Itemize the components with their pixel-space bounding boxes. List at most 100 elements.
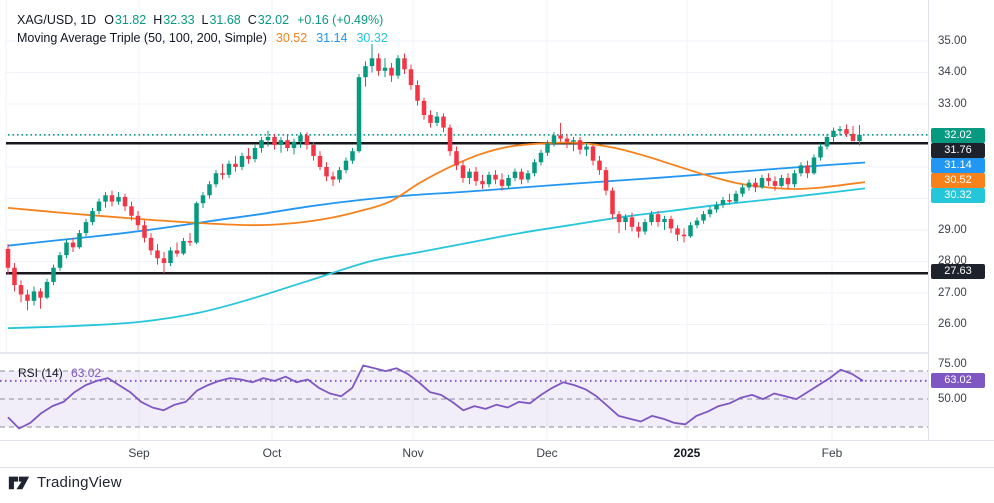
candle-body [187,240,193,243]
footer: TradingView [8,473,122,492]
candle-body [18,285,24,295]
candle-body [77,233,82,248]
candle-body [402,58,407,70]
candle-body [616,214,622,223]
close-label: C [247,13,257,27]
candle-body [51,267,56,282]
candle-body [168,250,173,264]
time-scale[interactable]: Sep Oct Nov Dec 2025 Feb [0,440,994,468]
candle-body [109,195,115,202]
candle-body [25,294,30,301]
candle-body [499,179,505,186]
candle-body [194,203,199,243]
candle-body [155,250,160,259]
candle-body [382,67,388,71]
candle-body [493,174,498,180]
candle-body [174,250,180,254]
candle-body [454,151,459,166]
candle-body [837,129,843,131]
chart-canvas[interactable] [0,0,928,440]
candle-body [473,171,479,182]
candle-body [707,209,713,215]
time-label-Dec: Dec [536,446,558,460]
brand-name[interactable]: TradingView [37,474,122,491]
candle-body [655,214,661,223]
high-value: 32.33 [163,13,195,27]
candle-body [480,181,485,185]
candle-body [447,127,453,152]
candle-body [350,151,355,161]
candle-body [688,225,693,237]
candle-body [148,237,154,251]
tradingview-logo-icon[interactable] [8,473,30,492]
candle-body [785,177,791,185]
open-value: 31.82 [114,13,147,27]
price-tick: 27.00 [938,286,967,299]
candle-body [675,228,680,235]
candle-body [642,222,648,232]
candle-body [831,130,836,138]
price-badge-30.32: 30.32 [931,187,985,203]
candle-body [389,67,394,76]
candle-body [356,77,362,152]
candle-body [694,220,700,226]
price-badge-31.76: 31.76 [931,142,985,158]
candle-body [330,176,336,180]
open-label: O [104,13,114,27]
candle-body [57,255,63,268]
candle-body [252,148,258,160]
rsi-tick: 50.00 [938,393,967,406]
candle-body [753,182,758,188]
time-label-Oct: Oct [262,446,282,460]
candle-body [733,193,739,202]
candle-body [259,140,264,149]
candle-body [584,146,589,150]
candle-body [12,267,17,286]
candle-body [759,177,765,188]
candle-body [337,170,342,180]
pane-divider[interactable] [0,352,994,354]
candle-body [714,204,719,210]
symbol-legend[interactable]: XAG/USD, 1D O31.82 H32.33 L31.68 C32.02 +0.16… [17,13,383,27]
candle-body [857,134,862,142]
candle-body [291,141,297,149]
candle-body [317,155,323,167]
low-value: 31.68 [209,13,241,27]
candle-body [272,137,277,145]
candle-body [421,100,427,115]
ma50-value: 30.52 [275,31,308,45]
candle-body [324,166,329,177]
candle-body [70,242,76,248]
candle-body [824,137,830,147]
candle-body [64,242,69,256]
candle-body [220,173,225,175]
candle-body [564,138,570,142]
rsi-line [7,364,864,430]
candle-body [103,195,108,202]
candle-body [38,291,43,298]
candle-body [31,291,37,301]
candle-body [681,234,687,237]
ma100-value: 31.14 [316,31,348,45]
candle-body [519,171,524,180]
ma200-value: 30.32 [356,31,388,45]
time-label-Sep: Sep [128,446,150,460]
candle-body [746,182,752,188]
change-value: +0.16 (+0.49%) [297,13,384,27]
ma-legend[interactable]: Moving Average Triple (50, 100, 200, Sim… [17,31,388,45]
candle-body [590,146,596,161]
candle-body [844,129,849,134]
candle-body [200,195,206,204]
candle-body [311,144,316,156]
candle-body [772,181,778,186]
candle-body [207,184,212,196]
candle-body [376,58,381,71]
rsi-legend[interactable]: RSI (14) 63.02 [18,366,101,380]
candle-body [467,171,472,178]
ma-line-50 [7,141,866,227]
price-badge-30.52: 30.52 [931,172,985,188]
price-scale[interactable]: 35.00 34.00 33.00 29.00 28.00 27.00 26.00 75.00… [928,0,994,467]
candle-body [213,173,219,185]
candle-body [850,133,856,142]
